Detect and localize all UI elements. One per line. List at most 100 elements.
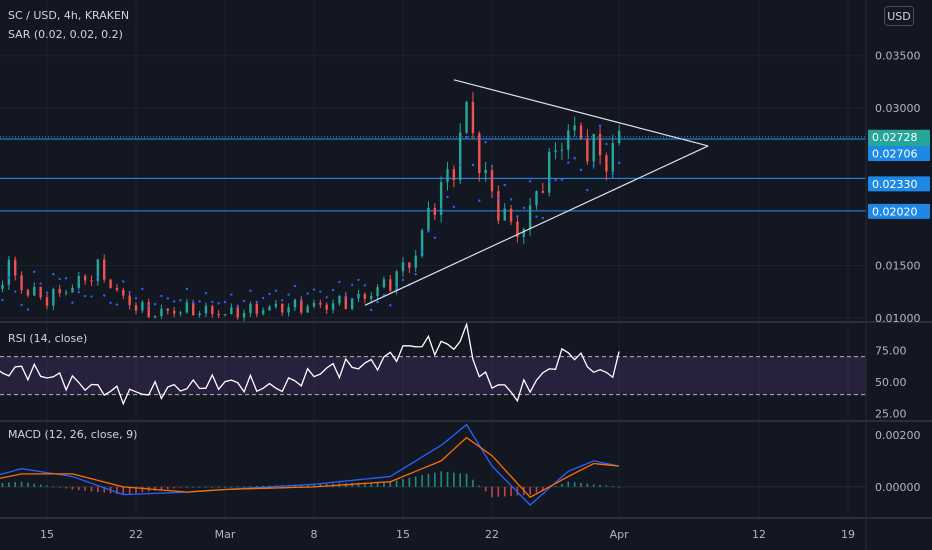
triangle-pattern[interactable] xyxy=(364,79,709,306)
sar-dot xyxy=(338,280,341,284)
price-axis[interactable]: 0.03500 0.03000 0.01500 0.01000 75.00 50.00 25… xyxy=(868,50,930,494)
candle-body xyxy=(96,259,100,281)
sar-dot xyxy=(300,299,303,302)
macd-histogram-bar xyxy=(306,484,309,487)
macd-histogram-bar xyxy=(8,482,10,487)
triangle-lower-trendline[interactable] xyxy=(364,145,709,306)
sar-dot xyxy=(433,236,436,239)
candle-body xyxy=(236,307,239,318)
level-3-label-bg xyxy=(868,203,930,219)
price-tick-label: 0.01000 xyxy=(875,312,921,325)
candle-body xyxy=(433,207,436,215)
price-tick-label: 0.03000 xyxy=(875,102,921,115)
macd-histogram-bar xyxy=(90,486,93,492)
sar-dot xyxy=(586,188,589,192)
macd-histogram-bar xyxy=(554,486,557,487)
sar-dot xyxy=(45,291,49,294)
sar-dot xyxy=(128,291,131,294)
sar-dot xyxy=(484,140,487,144)
candle-body xyxy=(166,308,169,311)
candle-body xyxy=(573,125,576,131)
candle-body xyxy=(401,262,405,272)
macd-histogram-bar xyxy=(370,482,373,487)
candle-body xyxy=(14,259,17,276)
time-tick-label: 12 xyxy=(752,528,766,541)
candle-body xyxy=(217,313,220,316)
triangle-upper-trendline[interactable] xyxy=(453,79,709,147)
candle-body xyxy=(204,306,208,314)
candle-body xyxy=(26,290,30,296)
candle-body xyxy=(325,304,328,310)
rsi-legend: RSI (14, close) xyxy=(8,332,88,345)
macd-histogram-bar xyxy=(255,485,258,487)
sar-dot xyxy=(325,296,328,299)
currency-button[interactable]: USD xyxy=(884,6,914,26)
candle-body xyxy=(497,191,500,221)
rsi-shaded-band xyxy=(0,356,866,395)
candle-body xyxy=(598,133,602,156)
candle-body xyxy=(395,271,398,291)
candle-body xyxy=(192,302,195,316)
candle-body xyxy=(586,138,589,162)
sar-dot xyxy=(471,163,475,167)
macd-histogram-bar xyxy=(605,485,608,487)
sar-dot xyxy=(331,288,335,292)
macd-histogram-bar xyxy=(14,482,17,487)
sar-dot xyxy=(122,280,125,283)
candle-body xyxy=(509,208,513,222)
sar-dot xyxy=(344,295,347,298)
candle-body xyxy=(45,297,49,306)
sar-dot xyxy=(503,183,506,187)
sar-dot xyxy=(115,303,119,306)
sar-dot xyxy=(598,124,602,128)
sar-legend: SAR (0.02, 0.02, 0.2) xyxy=(8,28,123,41)
candle-body xyxy=(160,308,163,316)
sar-dot xyxy=(185,287,189,291)
macd-tick-label: 0.00200 xyxy=(875,429,921,442)
horizontal-levels[interactable] xyxy=(0,136,866,212)
sar-dot xyxy=(376,300,379,304)
sar-dot xyxy=(211,300,214,304)
sar-dot xyxy=(230,293,233,296)
macd-histogram-bar xyxy=(491,486,493,498)
sar-dot xyxy=(439,207,443,210)
macd-histogram-bar xyxy=(529,486,531,495)
time-tick-label: 15 xyxy=(396,528,410,541)
macd-tick-label: 0.00000 xyxy=(875,481,921,494)
sar-dot xyxy=(255,300,258,304)
time-tick-label: 22 xyxy=(485,528,499,541)
candle-body xyxy=(376,287,379,297)
candle-body xyxy=(560,149,564,151)
sar-dot xyxy=(179,299,182,302)
macd-histogram-bar xyxy=(319,484,322,487)
candle-body xyxy=(554,150,557,152)
sar-dot xyxy=(268,292,271,296)
macd-histogram-bar xyxy=(465,473,468,487)
candle-body xyxy=(122,289,125,296)
candle-body xyxy=(370,296,373,300)
sar-dot xyxy=(83,294,87,298)
time-tick-label: Apr xyxy=(610,528,630,541)
macd-histogram-bar xyxy=(376,482,379,487)
macd-histogram-bar xyxy=(71,486,74,490)
macd-histogram-bar xyxy=(440,471,442,487)
candle-body xyxy=(465,101,468,133)
macd-histogram-bar xyxy=(160,486,163,490)
macd-histogram-bar xyxy=(586,483,589,487)
macd-histogram-bar xyxy=(135,486,137,494)
macd-histogram-bar xyxy=(1,482,4,487)
macd-histogram-bar xyxy=(611,486,614,488)
time-axis[interactable]: 15 22 Mar 8 15 22 Apr 12 19 xyxy=(40,528,855,541)
candle-body xyxy=(255,303,258,314)
candle-body xyxy=(414,255,417,268)
sar-dot xyxy=(58,277,61,281)
sar-dot xyxy=(1,298,4,302)
sar-dot xyxy=(414,273,417,276)
sar-dot xyxy=(312,288,316,291)
macd-histogram-bar xyxy=(573,482,576,487)
price-tick-label: 0.03500 xyxy=(875,50,921,63)
candle-body xyxy=(516,221,519,237)
macd-histogram-bar xyxy=(592,484,595,487)
